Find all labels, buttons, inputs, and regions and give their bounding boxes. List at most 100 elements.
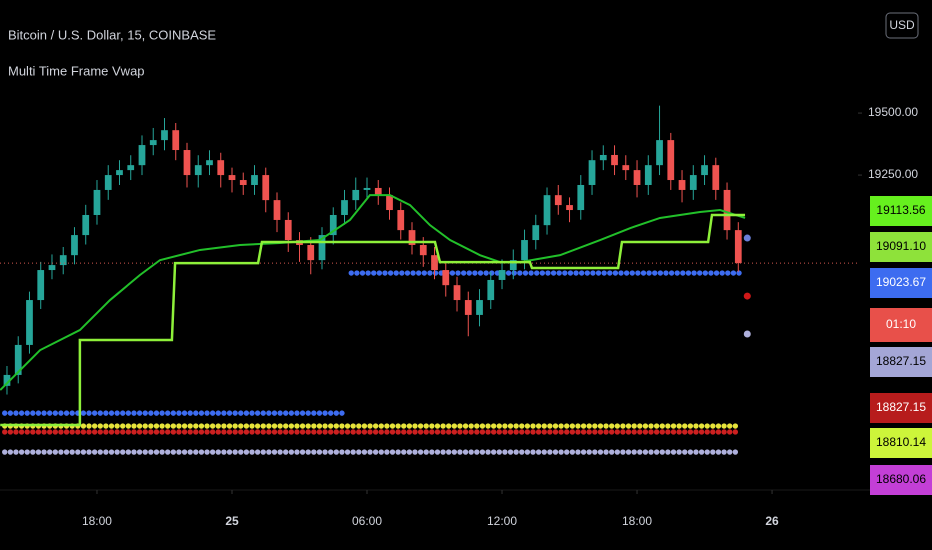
dot <box>271 423 278 429</box>
dot <box>91 449 98 455</box>
dot <box>415 270 422 276</box>
dot <box>215 423 221 429</box>
dot <box>507 423 514 429</box>
dot <box>2 449 8 455</box>
dot <box>91 423 98 429</box>
currency-button-label[interactable]: USD <box>889 18 915 32</box>
dot <box>713 270 720 276</box>
dot <box>455 270 461 276</box>
dot <box>524 449 531 455</box>
dot <box>361 423 368 429</box>
dot <box>327 423 334 429</box>
dot <box>608 423 615 429</box>
dot <box>114 449 120 455</box>
dot <box>131 423 137 429</box>
dot <box>569 429 576 435</box>
candle-body <box>26 300 33 345</box>
candle-body <box>712 165 720 190</box>
dot <box>97 429 103 435</box>
price-label-badge <box>870 393 932 423</box>
dot <box>41 410 47 416</box>
dot <box>136 449 143 455</box>
dot <box>489 270 495 276</box>
dot <box>535 449 542 455</box>
candle-body <box>442 270 450 286</box>
dot <box>423 429 429 435</box>
dot <box>698 429 705 435</box>
dot <box>427 270 433 276</box>
dot <box>350 429 356 435</box>
dot <box>541 429 547 435</box>
dot <box>294 429 300 435</box>
dot <box>299 423 306 429</box>
marker <box>743 330 751 338</box>
dot <box>676 423 682 429</box>
dot <box>176 410 182 416</box>
dot <box>13 429 19 435</box>
dot <box>193 429 199 435</box>
dot <box>249 410 255 416</box>
dot <box>586 423 592 429</box>
dot <box>429 449 435 455</box>
dot <box>142 449 148 455</box>
dot <box>395 429 401 435</box>
dot <box>80 410 87 416</box>
currency-button[interactable] <box>885 12 919 39</box>
dot <box>148 410 154 416</box>
dot <box>120 429 126 435</box>
dot <box>620 449 626 455</box>
dot <box>569 423 576 429</box>
dot <box>305 449 311 455</box>
dot <box>333 423 340 429</box>
dot <box>271 449 278 455</box>
dot <box>165 423 171 429</box>
dot <box>204 429 210 435</box>
dot <box>372 423 379 429</box>
dot <box>410 270 416 276</box>
candle-body <box>206 160 213 166</box>
dot <box>187 429 193 435</box>
dot <box>434 423 441 429</box>
dot <box>159 410 165 416</box>
dot <box>193 423 199 429</box>
candle-body <box>341 200 348 215</box>
dot <box>359 270 366 276</box>
candle-body <box>678 180 686 190</box>
dot <box>468 423 474 429</box>
dot <box>474 449 480 455</box>
dot <box>165 410 171 416</box>
dot <box>472 270 478 276</box>
dot <box>13 410 19 416</box>
dot <box>490 429 497 435</box>
dot <box>519 423 525 429</box>
dot <box>103 449 109 455</box>
price-label: 19023.67 <box>876 275 926 289</box>
dot <box>648 423 654 429</box>
dot <box>631 429 637 435</box>
dot <box>339 423 345 429</box>
dot <box>356 423 362 429</box>
dot-row <box>348 270 742 276</box>
dot <box>592 429 598 435</box>
dot <box>254 449 261 455</box>
dot <box>243 423 250 429</box>
dot <box>547 429 553 435</box>
dot <box>333 410 340 416</box>
dot <box>103 429 109 435</box>
dot <box>505 270 512 276</box>
dot <box>727 429 733 435</box>
dot <box>249 449 255 455</box>
dot <box>524 423 531 429</box>
candle-body <box>194 165 202 176</box>
dot <box>496 423 502 429</box>
plot-area <box>0 105 858 455</box>
dot <box>311 423 317 429</box>
candle-body <box>228 175 236 181</box>
dot <box>682 449 688 455</box>
dot <box>693 423 699 429</box>
dot <box>462 429 469 435</box>
dot <box>423 423 429 429</box>
dot <box>266 423 272 429</box>
dot <box>86 410 92 416</box>
dot <box>69 429 75 435</box>
